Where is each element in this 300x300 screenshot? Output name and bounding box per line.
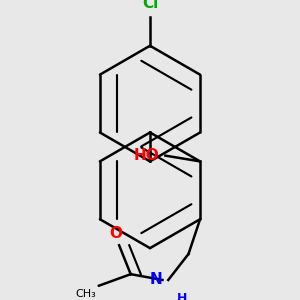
Text: CH₃: CH₃ bbox=[75, 289, 96, 298]
Text: HO: HO bbox=[134, 148, 160, 163]
Text: Cl: Cl bbox=[142, 0, 158, 11]
Text: O: O bbox=[110, 226, 123, 241]
Text: N: N bbox=[150, 272, 163, 287]
Text: H: H bbox=[177, 292, 187, 300]
